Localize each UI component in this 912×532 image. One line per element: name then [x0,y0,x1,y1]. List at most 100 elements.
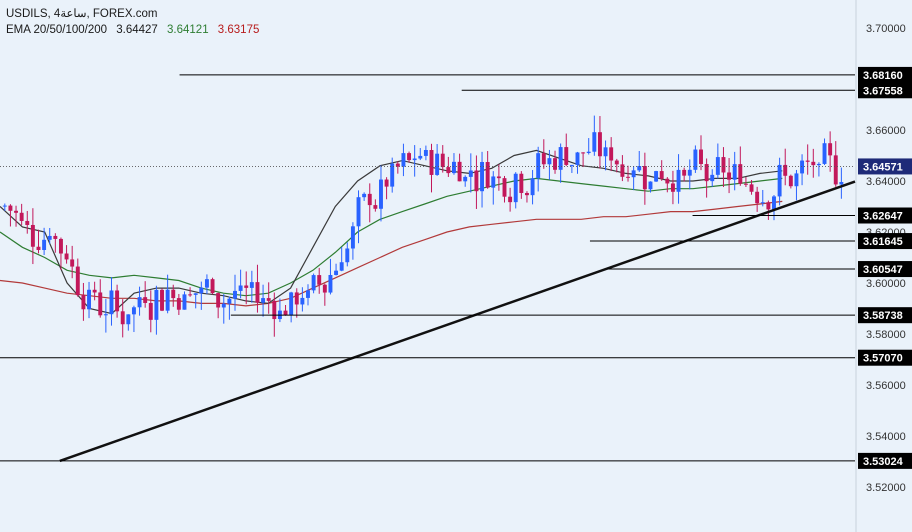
candle-body-bear [553,158,557,170]
y-tick-label: 3.66000 [866,125,906,137]
candle-body-bear [496,176,501,179]
candle-body-bull [87,289,91,310]
candle-body-bear [738,164,743,184]
candle-body-bull [306,290,310,298]
candle-body-bull [547,158,552,165]
level-badge [858,452,912,469]
candle-body-bull [103,314,108,316]
candle-body-bull [513,173,518,203]
y-tick-label: 3.56000 [866,380,906,392]
candle-body-bull [137,297,142,308]
candle-body-bull [131,307,136,315]
candle-body-bear [699,149,703,165]
candle-body-bull [401,153,406,167]
candle-body-bull [463,176,468,182]
candle-body-bull [261,298,266,303]
candle-body-bull [423,149,428,156]
candle-body-bull [249,282,254,288]
candle-body-bull [760,202,765,204]
candle-body-bull [390,163,395,187]
candle-body-bull [816,163,821,166]
candle-body-bear [294,292,299,305]
current-price-label: 3.64571 [863,161,903,173]
candle-body-bear [210,279,215,294]
candle-body-bear [384,179,389,187]
candle-body-bear [721,157,726,173]
candle-body-bear [53,235,58,239]
symbol-title: USDILS, 4ساعة, FOREX.com [6,6,163,20]
candle-body-bull [182,294,187,310]
candle-body-bull [592,132,597,152]
candle-body-bull [238,285,243,291]
y-tick-label: 3.64000 [866,176,906,188]
candle-body-bear [70,259,75,267]
candle-body-bull [221,303,226,308]
ema50-line [0,177,783,297]
candle-body-bear [828,143,833,156]
candle-body-bear [216,293,221,308]
candle-body-bear [255,282,260,303]
level-badge [858,261,912,278]
candle-body-bull [558,147,563,170]
level-label: 3.68160 [863,70,903,82]
level-badge [858,207,912,224]
candle-body-bear [440,153,445,168]
candle-body-bear [322,284,327,293]
candle-body-bear [665,178,670,184]
level-badge [858,66,912,83]
candle-body-bear [541,153,546,165]
candle-body-bear [743,183,748,185]
candle-body-bull [575,152,580,165]
candle-body-bear [176,298,181,310]
candle-body-bull [468,170,473,177]
level-label: 3.60547 [863,264,903,276]
candle-body-bull [732,164,737,180]
candle-body-bear [749,184,754,192]
candle-body-bear [788,175,793,187]
candle-body-bull [350,226,355,249]
candle-body-bull [452,161,456,174]
candle-body-bull [637,166,642,171]
candle-body-bear [783,164,788,176]
candle-body-bull [2,205,7,207]
current-price-badge [858,158,912,175]
candle-body-bull [339,262,344,271]
candle-body-bull [794,173,799,187]
y-tick-label: 3.58000 [866,329,906,341]
candle-body-bear [704,164,709,182]
candle-body-bear [30,224,35,247]
level-badge [858,307,912,324]
level-label: 3.53024 [863,456,904,468]
candle-body-bull [126,314,131,325]
candle-body-bear [485,162,490,188]
candle-body-bear [188,294,193,296]
level-label: 3.67558 [863,85,903,97]
candle-body-bull [648,181,653,190]
ema50-value: 3.64121 [167,24,209,36]
level-label: 3.61645 [863,236,903,248]
candle-body-bear [429,149,434,175]
candle-body-bear [474,170,479,192]
candle-body-bull [603,147,608,157]
candle-body-bear [524,192,529,196]
candle-body-bull [328,274,333,293]
candle-body-bull [676,169,681,192]
level-label: 3.57070 [863,353,903,365]
candle-body-bear [407,153,412,161]
ema20-value: 3.64427 [116,24,158,36]
candle-body-bull [693,149,698,170]
candle-body-bear [609,147,614,161]
candle-body-bear [811,161,816,166]
candle-body-bull [193,293,198,295]
candle-body-bear [659,171,664,179]
candle-body-bear [597,132,602,157]
candle-body-bear [14,210,19,213]
candle-body-bear [120,311,125,325]
ema-legend: EMA 20/50/100/200 3.64427 3.64121 3.6317… [6,24,265,36]
candle-body-bear [833,155,838,185]
level-badge [858,233,912,250]
candle-body-bear [373,205,378,209]
candle-body-bull [654,171,659,182]
candle-body-bear [58,238,63,254]
